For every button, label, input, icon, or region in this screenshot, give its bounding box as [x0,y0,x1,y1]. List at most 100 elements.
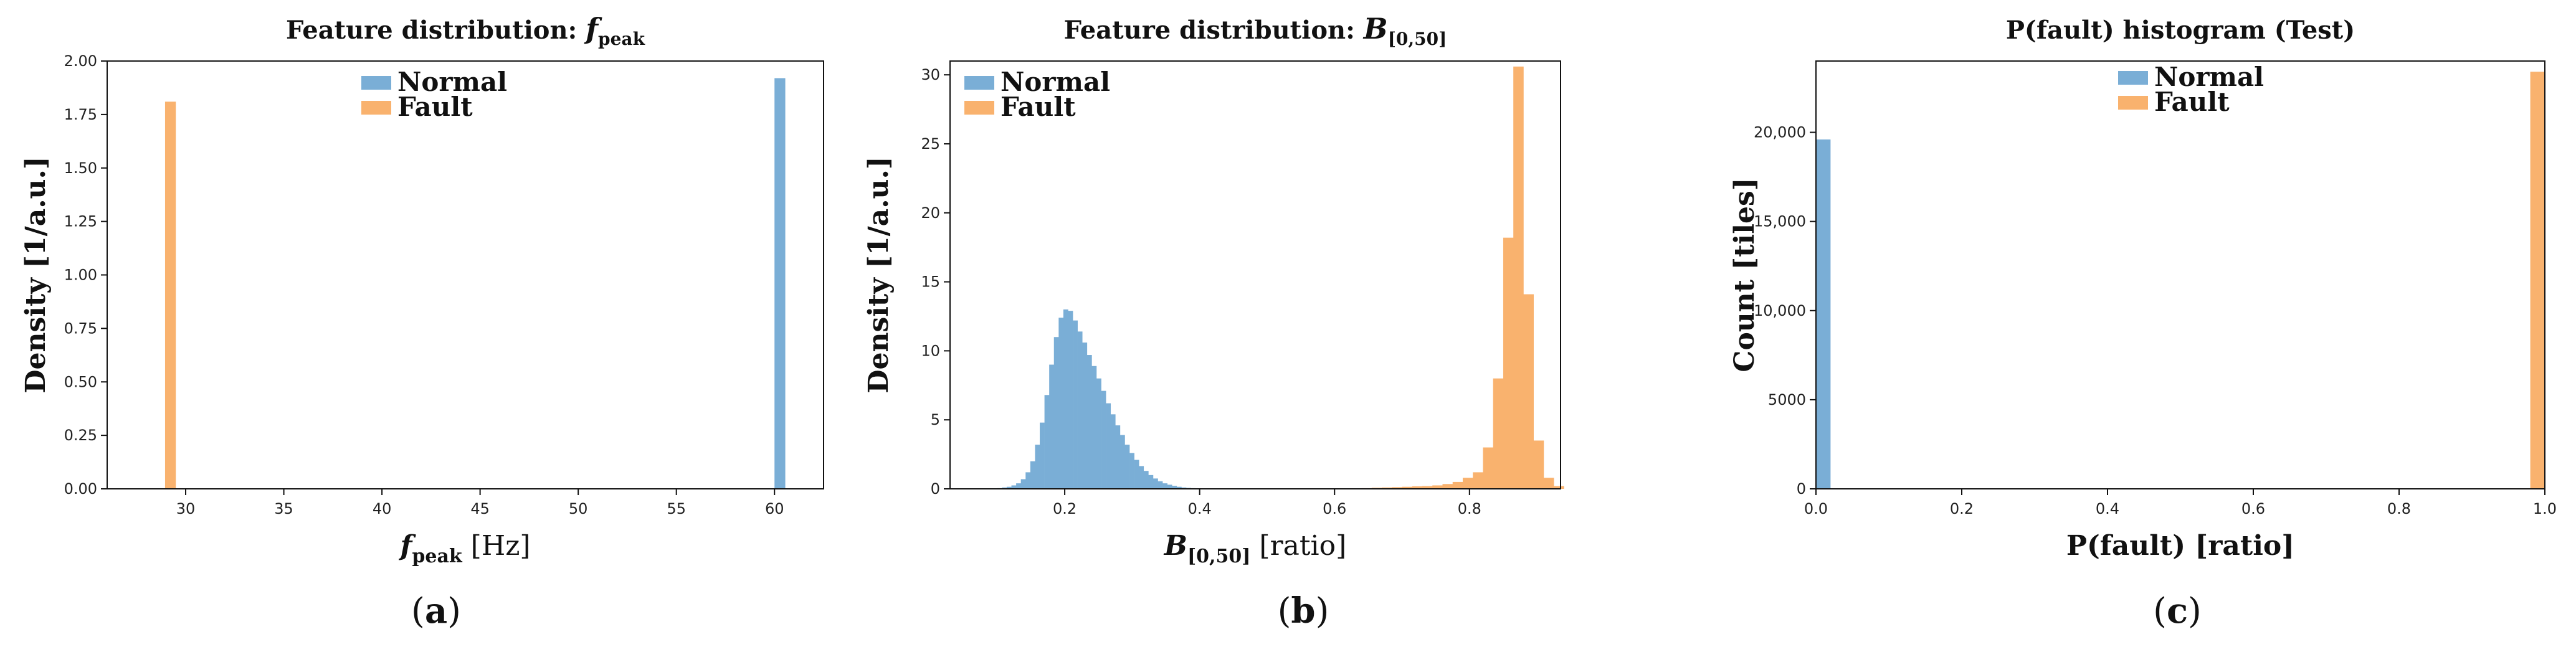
y-tick-label: 1.00 [64,267,97,284]
series-normal-bar [1119,435,1125,489]
series-normal-bar [1139,466,1144,489]
x-tick-label: 45 [470,500,490,517]
series-normal-bar [1063,309,1068,489]
y-tick-label: 20 [921,204,940,222]
x-tick-label: 0.2 [1053,500,1077,517]
y-tick-label: 1.75 [64,106,97,123]
x-axis-label-unit: [ratio] [1250,530,1346,562]
series-fault-bar [1382,487,1392,489]
panel-label-letter: b [1291,590,1315,631]
y-axis-label: Count [tiles] [1729,177,1761,372]
series-normal-bar [1002,487,1007,489]
chart-panel-c: 0.0 0.2 0.4 0.6 0.8 1.0 0 5000 10,000 15,000 20,00… [1729,16,2557,631]
plot-frame [1815,60,2545,489]
x-tick-label: 50 [569,500,588,517]
panel-label-close: ) [1316,591,1329,631]
series-fault-bar [1493,378,1504,489]
x-axis-label-text: P(fault) [ratio] [2066,530,2294,562]
chart-title: Feature distribution: B[0,50] [1064,12,1447,49]
chart-title: P(fault) histogram (Test) [2006,16,2355,45]
panel-label-letter: c [2167,590,2188,631]
series-normal-bar [1073,320,1078,489]
series-normal-bar [1053,337,1059,489]
legend-swatch-fault [361,101,391,115]
panel-label-letter: a [425,590,447,631]
legend-label-fault: Fault [397,92,473,122]
x-axis-label-math: B [1163,530,1187,562]
legend-swatch-fault [2118,96,2148,110]
series-normal-bar [1011,485,1017,489]
y-tick-label: 20,000 [1754,124,1806,141]
series-fault-bar [1452,481,1463,489]
x-tick-label: 55 [667,500,686,517]
series-normal-bar [1096,378,1101,489]
series-normal-bar [1134,460,1139,489]
series-normal-bar [1167,484,1172,489]
x-tick-label: 0.8 [1458,500,1481,517]
chart-title-text: Feature distribution: [1064,16,1364,45]
series-fault-bar [1554,486,1564,489]
series-normal-bar [1181,487,1187,489]
series-normal-bar [774,78,786,489]
series-normal-bar [1115,425,1121,489]
panel-label-close: ) [447,591,461,631]
series-fault-bar [2530,72,2545,489]
series-normal-bar [1086,355,1092,489]
plot-frame [107,60,824,489]
series-normal-bar [1143,471,1149,489]
legend-label-normal: Normal [1000,67,1110,97]
legend-label-fault: Fault [2154,87,2230,117]
series-normal-bar [1016,483,1022,489]
series-fault-bar [1462,478,1473,489]
x-axis-label-math-sub: peak [412,546,463,567]
series-fault-bar [1533,440,1544,489]
y-tick-label: 10,000 [1754,302,1806,319]
panel-label: (c) [2153,590,2202,631]
series-normal-bar [1129,453,1134,489]
y-tick-label: 0.25 [64,427,97,444]
series-normal-bar [1110,414,1116,489]
y-tick-label: 1.50 [64,159,97,177]
legend-swatch-normal [2118,71,2148,85]
panel-label: (b) [1278,590,1329,631]
series-normal-bar [1025,472,1031,489]
series-normal-bar [1162,483,1167,489]
x-tick-label: 0.8 [2387,500,2411,517]
series-normal-bar [1124,445,1130,489]
x-tick-label: 0.4 [2096,500,2119,517]
y-tick-label: 15,000 [1754,213,1806,230]
x-tick-label: 60 [765,500,784,517]
x-tick-label: 40 [373,500,392,517]
series-normal-bar [1044,395,1050,489]
chart-panel-a: 30 35 40 45 50 55 60 0.00 0.25 0.50 0.75 1.00 1.25 1.… [20,12,824,631]
x-axis-label: B[0,50] [ratio] [1163,530,1347,567]
x-tick-label: 35 [274,500,293,517]
series-normal-bar [1006,486,1012,489]
x-tick-label: 0.2 [1950,500,1974,517]
series-normal-bar [1176,486,1182,489]
series-normal-bar [1068,311,1073,489]
chart-title-math: B [1362,12,1388,45]
x-tick-label: 0.4 [1188,500,1212,517]
y-axis-label: Density [1/a.u.] [863,156,895,393]
panel-label-close: ) [2188,591,2202,631]
chart-title-text: P(fault) histogram (Test) [2006,16,2355,45]
legend-swatch-normal [964,76,994,90]
series-normal-bar [1101,390,1106,489]
y-tick-label: 25 [921,135,940,153]
series-normal-bar [1091,366,1097,489]
y-tick-label: 2.00 [64,52,97,70]
panel-label-open: ( [2153,591,2167,631]
series-normal-bar [1082,343,1088,489]
series-normal-bar [1058,318,1064,489]
series-fault-bar [1442,484,1453,489]
series-normal-bar [1157,481,1163,489]
y-tick-label: 0 [1797,480,1806,498]
x-tick-label: 1.0 [2533,500,2557,517]
series-normal-bar [1172,486,1177,489]
y-tick-label: 5 [931,411,940,428]
y-tick-label: 30 [921,66,940,83]
x-tick-label: 30 [176,500,196,517]
series-fault-bar [1503,237,1514,489]
